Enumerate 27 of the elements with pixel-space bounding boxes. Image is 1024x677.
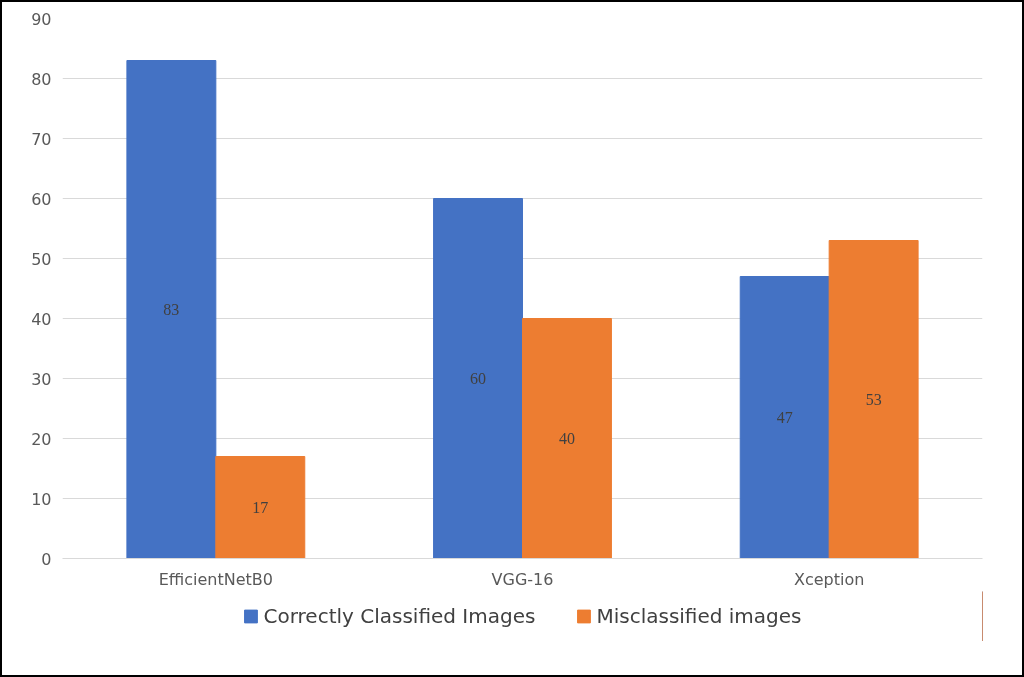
bar [215, 456, 306, 559]
x-tick-label: Xception [793, 569, 865, 589]
data-label: 53 [865, 391, 882, 408]
data-label: 83 [163, 301, 180, 318]
data-label: 40 [558, 430, 575, 447]
bar [522, 318, 612, 559]
x-tick-label: VGG-16 [491, 569, 554, 589]
y-tick-label: 10 [31, 489, 52, 509]
legend-label: Misclassified images [596, 604, 802, 628]
y-tick-label: 30 [31, 369, 52, 389]
y-tick-label: 70 [31, 129, 52, 149]
bar [126, 60, 217, 559]
bar [739, 276, 830, 559]
data-label: 47 [776, 409, 793, 426]
y-tick-label: 0 [41, 549, 52, 569]
legend-label: Correctly Classified Images [263, 604, 536, 628]
bar [828, 240, 919, 559]
data-label: 17 [252, 499, 269, 516]
y-tick-label: 80 [31, 69, 52, 89]
y-tick-label: 40 [31, 309, 52, 329]
data-label: 60 [470, 370, 487, 387]
y-tick-label: 60 [31, 189, 52, 209]
y-tick-label: 90 [31, 9, 52, 29]
y-tick-label: 20 [31, 429, 52, 449]
x-tick-label: EfficientNetB0 [158, 569, 273, 589]
y-tick-label: 50 [31, 249, 52, 269]
bar [433, 198, 523, 559]
